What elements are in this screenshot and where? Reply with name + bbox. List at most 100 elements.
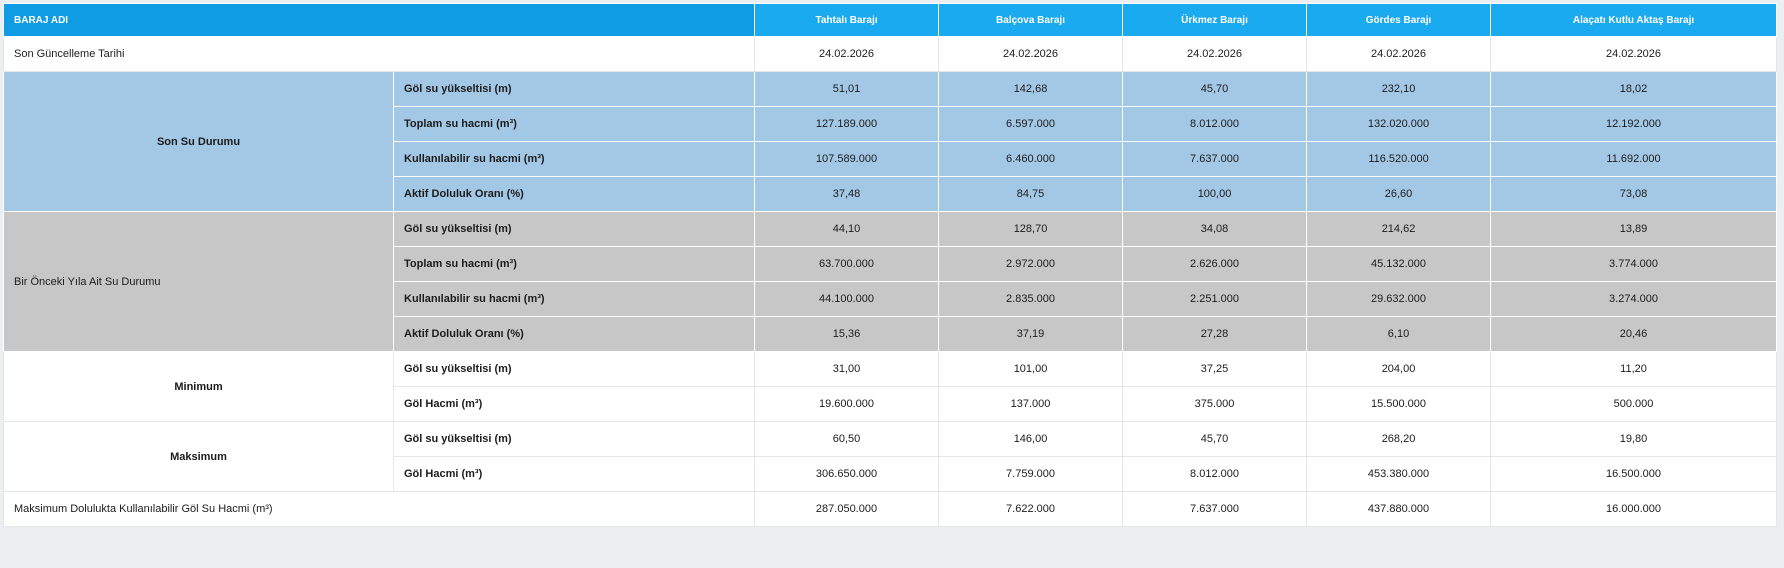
cell-value: 2.251.000 [1122,281,1308,317]
cell-value: 37,19 [938,316,1124,352]
cell-value: 60,50 [754,421,940,457]
row-label: Maksimum Dolulukta Kullanılabilir Göl Su… [2,491,756,527]
cell-value: 100,00 [1122,176,1308,212]
cell-value: 11,20 [1490,351,1778,387]
cell-value: 45,70 [1122,71,1308,107]
table-header-row: BARAJ ADI Tahtalı Barajı Balçova Barajı … [2,3,1778,37]
row-label: Göl su yükseltisi (m) [392,351,756,387]
cell-value: 8.012.000 [1122,456,1308,492]
table-row: Maksimum Göl su yükseltisi (m) 60,50 146… [3,421,1778,492]
table-row: Aktif Doluluk Oranı (%) 37,48 84,75 100,… [4,176,1778,212]
cell-value: 128,70 [938,211,1124,247]
table-row: Kullanılabilir su hacmi (m³) 107.589.000… [4,141,1778,177]
row-label: Göl su yükseltisi (m) [392,421,756,457]
row-label: Göl Hacmi (m³) [392,456,756,492]
cell-value: 3.774.000 [1490,246,1778,282]
cell-value: 12.192.000 [1490,106,1778,142]
row-label: Toplam su hacmi (m³) [392,106,756,142]
cell-value: 19,80 [1490,421,1778,457]
cell-value: 142,68 [938,71,1124,107]
cell-value: 6,10 [1306,316,1492,352]
cell-value: 453.380.000 [1306,456,1492,492]
cell-value: 437.880.000 [1306,491,1492,527]
cell-value: 44,10 [754,211,940,247]
cell-value: 6.597.000 [938,106,1124,142]
cell-value: 19.600.000 [754,386,940,422]
cell-value: 268,20 [1306,421,1492,457]
row-label: Aktif Doluluk Oranı (%) [392,316,756,352]
cell-value: 26,60 [1306,176,1492,212]
cell-value: 15,36 [754,316,940,352]
row-label: Göl su yükseltisi (m) [392,211,756,247]
cell-value: 127.189.000 [754,106,940,142]
cell-value: 16.500.000 [1490,456,1778,492]
cell-value: 232,10 [1306,71,1492,107]
table-row: Toplam su hacmi (m³) 63.700.000 2.972.00… [4,246,1778,282]
dam-table-container: BARAJ ADI Tahtalı Barajı Balçova Barajı … [2,3,1778,527]
cell-value: 7.637.000 [1122,491,1308,527]
table-row: Son Su Durumu Göl su yükseltisi (m) 51,0… [3,71,1778,212]
row-last-update: Son Güncelleme Tarihi 24.02.2026 24.02.2… [2,36,1778,72]
dam-status-table: BARAJ ADI Tahtalı Barajı Balçova Barajı … [2,3,1778,527]
header-dam-alacati: Alaçatı Kutlu Aktaş Barajı [1490,3,1778,37]
cell-value: 24.02.2026 [1306,36,1492,72]
row-label: Kullanılabilir su hacmi (m³) [392,141,756,177]
cell-value: 306.650.000 [754,456,940,492]
cell-value: 73,08 [1490,176,1778,212]
cell-value: 45.132.000 [1306,246,1492,282]
group-label-maximum: Maksimum [3,421,394,492]
group-label-previous: Bir Önceki Yıla Ait Su Durumu [3,211,394,352]
cell-value: 6.460.000 [938,141,1124,177]
header-dam-tahtali: Tahtalı Barajı [754,3,940,37]
cell-value: 15.500.000 [1306,386,1492,422]
header-dam-name: BARAJ ADI [2,3,756,37]
table-row: Göl Hacmi (m³) 19.600.000 137.000 375.00… [4,386,1778,422]
row-max-usable-volume: Maksimum Dolulukta Kullanılabilir Göl Su… [2,491,1778,527]
table-row: Aktif Doluluk Oranı (%) 15,36 37,19 27,2… [4,316,1778,352]
header-dam-gordes: Gördes Barajı [1306,3,1492,37]
cell-value: 45,70 [1122,421,1308,457]
cell-value: 63.700.000 [754,246,940,282]
cell-value: 101,00 [938,351,1124,387]
cell-value: 31,00 [754,351,940,387]
table-row: Kullanılabilir su hacmi (m³) 44.100.000 … [4,281,1778,317]
cell-value: 24.02.2026 [754,36,940,72]
cell-value: 27,28 [1122,316,1308,352]
cell-value: 132.020.000 [1306,106,1492,142]
cell-value: 3.274.000 [1490,281,1778,317]
row-label: Son Güncelleme Tarihi [2,36,756,72]
cell-value: 13,89 [1490,211,1778,247]
cell-value: 204,00 [1306,351,1492,387]
cell-value: 287.050.000 [754,491,940,527]
cell-value: 137.000 [938,386,1124,422]
row-label: Toplam su hacmi (m³) [392,246,756,282]
header-dam-urkmez: Ürkmez Barajı [1122,3,1308,37]
cell-value: 37,48 [754,176,940,212]
cell-value: 34,08 [1122,211,1308,247]
row-label: Göl su yükseltisi (m) [392,71,756,107]
cell-value: 2.972.000 [938,246,1124,282]
group-label-current: Son Su Durumu [3,71,394,212]
row-label: Göl Hacmi (m³) [392,386,756,422]
cell-value: 375.000 [1122,386,1308,422]
cell-value: 24.02.2026 [938,36,1124,72]
table-row: Bir Önceki Yıla Ait Su Durumu Göl su yük… [3,211,1778,352]
cell-value: 7.622.000 [938,491,1124,527]
cell-value: 116.520.000 [1306,141,1492,177]
group-label-minimum: Minimum [3,351,394,422]
cell-value: 2.626.000 [1122,246,1308,282]
cell-value: 8.012.000 [1122,106,1308,142]
cell-value: 24.02.2026 [1490,36,1778,72]
cell-value: 7.759.000 [938,456,1124,492]
cell-value: 146,00 [938,421,1124,457]
row-label: Kullanılabilir su hacmi (m³) [392,281,756,317]
cell-value: 500.000 [1490,386,1778,422]
header-dam-balcova: Balçova Barajı [938,3,1124,37]
cell-value: 11.692.000 [1490,141,1778,177]
cell-value: 20,46 [1490,316,1778,352]
cell-value: 18,02 [1490,71,1778,107]
cell-value: 16.000.000 [1490,491,1778,527]
cell-value: 2.835.000 [938,281,1124,317]
row-label: Aktif Doluluk Oranı (%) [392,176,756,212]
cell-value: 29.632.000 [1306,281,1492,317]
